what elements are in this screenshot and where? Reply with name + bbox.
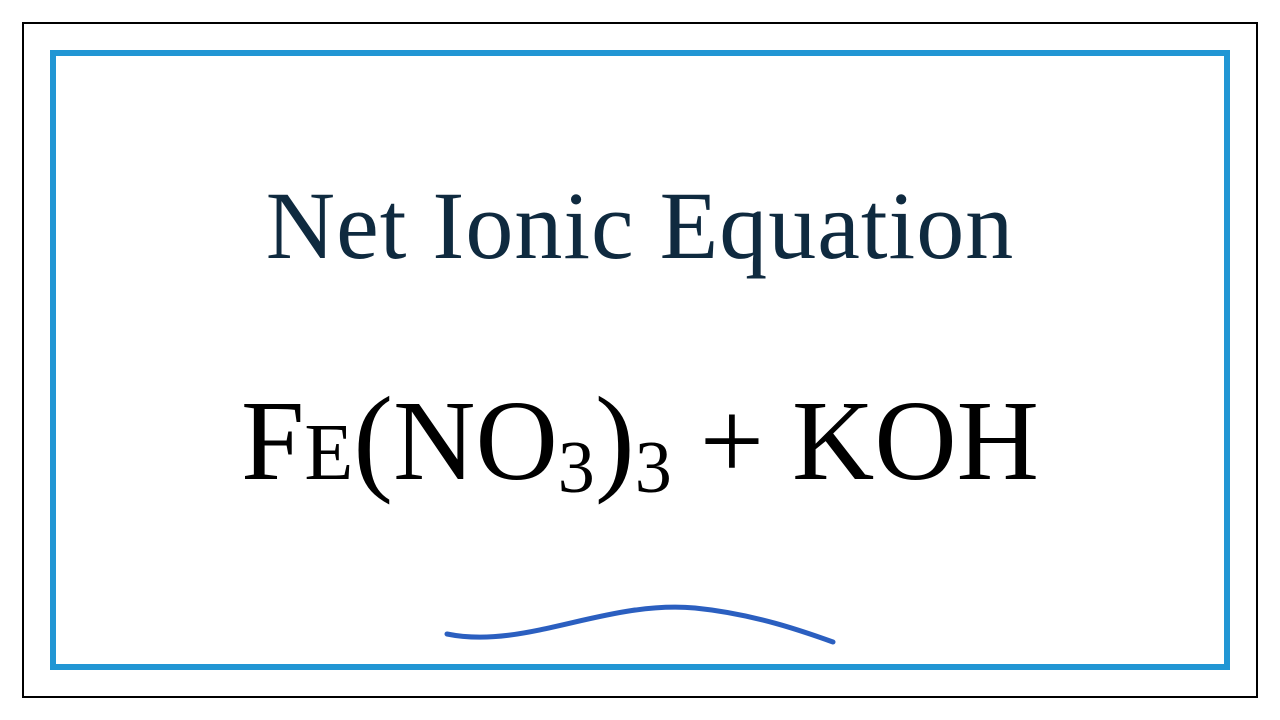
formula-ion-base: NO — [393, 384, 558, 498]
inner-blue-frame: Net Ionic Equation Fe(NO3)3+KOH — [50, 50, 1230, 670]
formula-ion-sub: 3 — [558, 431, 595, 505]
heading-label: Net Ionic Equation — [266, 172, 1014, 279]
formula-element-fe: Fe — [241, 384, 353, 498]
formula-element-koh: KOH — [792, 384, 1039, 498]
formula-group-sub: 3 — [635, 431, 672, 505]
formula-paren-open: ( — [353, 379, 393, 499]
underline-squiggle — [435, 598, 845, 648]
formula-plus: + — [700, 384, 764, 498]
chemical-formula: Fe(NO3)3+KOH — [241, 379, 1039, 499]
heading-text: Net Ionic Equation — [266, 170, 1014, 281]
underline-path — [447, 607, 833, 642]
outer-black-frame: Net Ionic Equation Fe(NO3)3+KOH — [22, 22, 1258, 698]
formula-paren-close: ) — [595, 379, 635, 499]
